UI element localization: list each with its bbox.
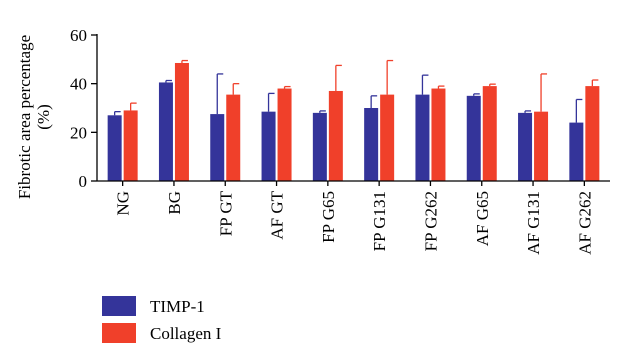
x-tick-label: NG [114, 191, 133, 216]
legend-swatch-collagen-i [102, 323, 136, 343]
bar-collagen-i [328, 90, 343, 181]
x-tick-label: FP G131 [370, 191, 389, 251]
bar-collagen-i [174, 62, 189, 181]
legend-label-collagen-i: Collagen I [150, 324, 222, 343]
bar-timp-1 [364, 108, 379, 181]
x-tick-label: BG [165, 191, 184, 215]
x-tick-label: AF G262 [575, 191, 594, 255]
bar-timp-1 [518, 112, 533, 181]
bar-collagen-i [534, 111, 549, 181]
legend-label-timp-1: TIMP-1 [150, 297, 205, 316]
x-axis: NG BG FP GT AF GT FP G65 FP G131 FP G262 AF G65… [97, 180, 610, 255]
bar-timp-1 [210, 114, 225, 181]
x-tick-label: FP G65 [319, 191, 338, 243]
y-axis-title-line2: (%) [34, 104, 53, 129]
legend: TIMP-1 Collagen I [102, 296, 222, 343]
bar-timp-1 [569, 122, 584, 181]
y-axis: 0 20 40 60 [70, 26, 98, 191]
bar-timp-1 [107, 115, 122, 181]
x-tick-label: AF G131 [524, 191, 543, 255]
bar-collagen-i [585, 86, 600, 181]
y-tick-label: 20 [70, 123, 87, 142]
x-tick-label: AF G65 [473, 191, 492, 246]
x-tick-label: FP GT [216, 190, 235, 236]
bar-collagen-i [123, 110, 138, 181]
bar-timp-1 [158, 82, 173, 181]
bar-timp-1 [466, 95, 481, 181]
x-tick-label: AF GT [268, 190, 287, 239]
y-axis-title: Fibrotic area percentage (%) [15, 35, 53, 199]
bar-collagen-i [380, 94, 395, 181]
y-tick-label: 0 [79, 172, 88, 191]
bar-collagen-i [277, 88, 292, 181]
bar-collagen-i [431, 88, 446, 181]
y-axis-title-line1: Fibrotic area percentage [15, 35, 34, 199]
bar-collagen-i [226, 94, 241, 181]
legend-swatch-timp-1 [102, 296, 136, 316]
y-tick-label: 60 [70, 26, 87, 45]
bar-timp-1 [312, 112, 327, 181]
bar-timp-1 [261, 111, 276, 181]
y-tick-label: 40 [70, 75, 87, 94]
bar-collagen-i [482, 86, 497, 181]
bars-group [107, 59, 600, 181]
x-tick-label: FP G262 [421, 191, 440, 251]
bar-timp-1 [415, 94, 430, 181]
